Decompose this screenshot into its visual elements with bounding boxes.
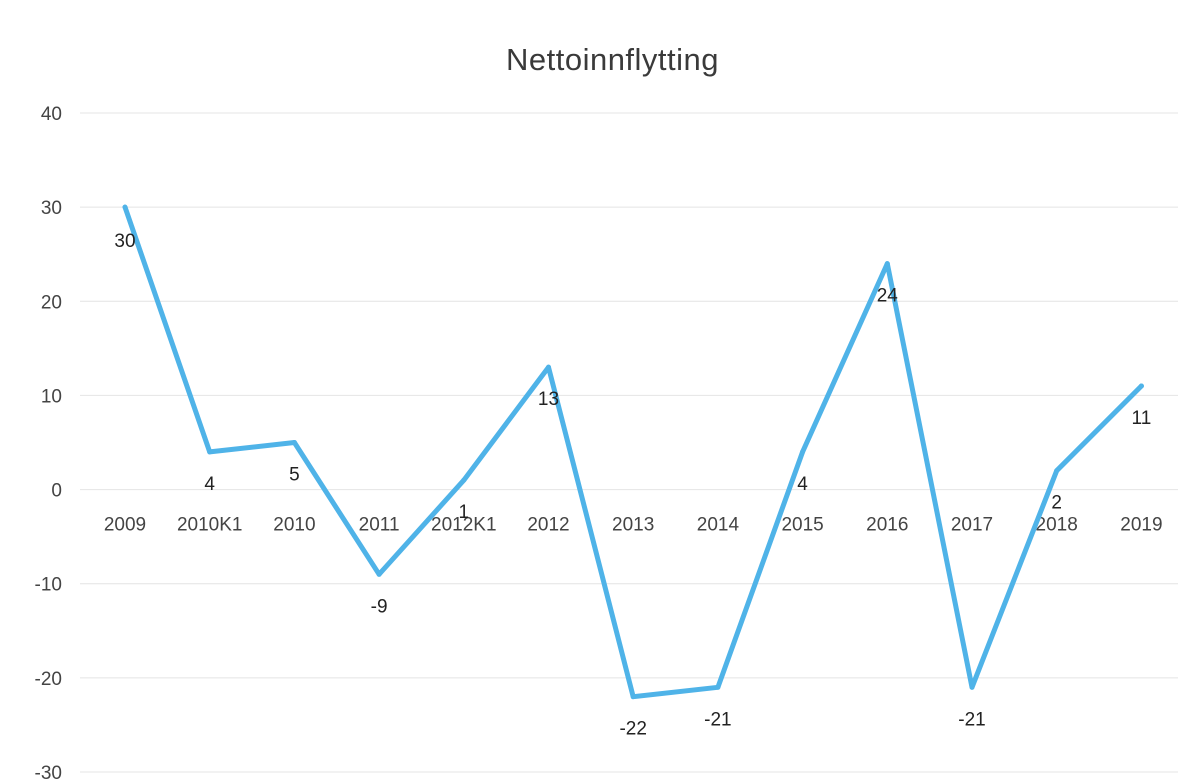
x-tick-label: 2013	[612, 515, 654, 536]
data-point	[1054, 468, 1060, 474]
x-tick-label: 2012	[527, 515, 569, 536]
y-tick-label: 30	[41, 198, 62, 219]
data-label: 11	[1132, 408, 1152, 429]
data-label: 2	[1051, 493, 1062, 514]
data-label: 30	[114, 231, 135, 252]
x-tick-label: 2009	[104, 515, 146, 536]
x-tick-label: 2014	[697, 515, 740, 536]
x-tick-label: 2015	[781, 515, 823, 536]
data-point	[800, 449, 806, 455]
data-label: 24	[877, 286, 899, 307]
data-point	[1138, 383, 1144, 389]
data-point	[461, 477, 467, 483]
data-label: -21	[704, 709, 731, 730]
y-tick-label: 0	[51, 481, 62, 502]
x-tick-label: 2010	[273, 515, 315, 536]
series-group	[122, 204, 1144, 700]
data-labels: 30 4 5 -9 1 13 -22 -21 4 24 -21 2 11	[114, 231, 1151, 740]
y-tick-label: 40	[41, 104, 62, 125]
data-point	[969, 684, 975, 690]
y-tick-label: -20	[35, 669, 62, 690]
x-tick-label: 2010K1	[177, 515, 243, 536]
y-tick-label: -30	[35, 763, 62, 783]
chart-title: Nettoinnflytting	[505, 42, 720, 77]
data-point	[546, 364, 551, 370]
series-line	[122, 204, 1144, 700]
data-point	[291, 440, 297, 445]
x-axis: 2009 2010K1 2010 2011 2012K1 2012 2013 2014 2015…	[104, 515, 1163, 536]
gridlines	[80, 112, 1178, 773]
data-label: 4	[797, 474, 808, 495]
y-tick-label: 10	[41, 386, 62, 407]
data-label: -9	[371, 596, 388, 617]
data-point	[207, 449, 213, 455]
data-point	[122, 204, 128, 210]
data-label: 13	[538, 389, 559, 410]
data-point	[376, 571, 382, 577]
y-tick-label: -10	[35, 575, 62, 596]
data-label: 5	[289, 465, 300, 486]
y-axis: 40 30 20 10 0 -10 -20 -30	[35, 104, 62, 783]
x-tick-label: 2017	[951, 515, 993, 536]
x-tick-label: 2011	[359, 515, 400, 536]
data-label: -22	[619, 719, 646, 740]
data-label: 1	[459, 502, 470, 523]
x-tick-label: 2012K1	[431, 515, 497, 536]
x-tick-label: 2019	[1120, 515, 1162, 536]
x-tick-label: 2016	[866, 515, 908, 536]
data-point	[884, 261, 890, 267]
data-point	[630, 694, 636, 700]
data-label: -21	[958, 709, 985, 730]
data-label: 4	[204, 474, 215, 495]
y-tick-label: 20	[41, 292, 62, 313]
data-point	[715, 684, 721, 690]
x-tick-label: 2018	[1036, 515, 1078, 536]
